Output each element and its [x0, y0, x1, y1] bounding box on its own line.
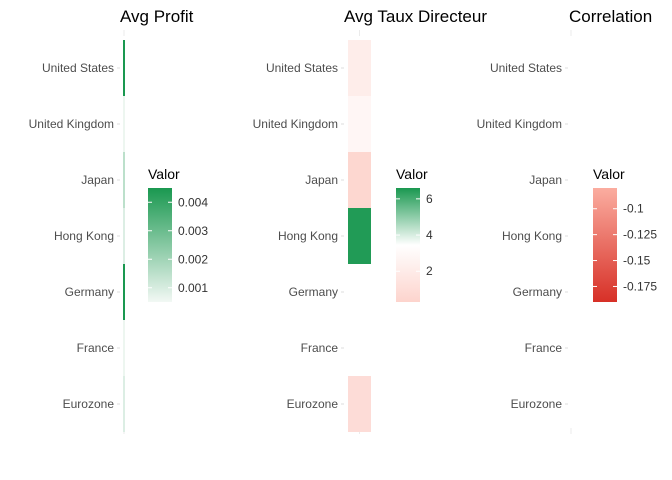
legend-title-2: Valor: [396, 166, 428, 182]
legend-title-3: Valor: [593, 166, 625, 182]
panel-title-2: Avg Taux Directeur: [344, 7, 487, 26]
y-tick-label: France: [301, 341, 339, 355]
heat-tile: [123, 152, 125, 208]
legend-tick-label: 0.003: [178, 224, 208, 238]
y-tick-label: France: [525, 341, 563, 355]
legend-tick-label: 4: [426, 228, 433, 242]
legend-tick-label: -0.15: [623, 254, 651, 268]
heat-tile: [123, 320, 125, 376]
heat-tile: [348, 152, 371, 208]
legend-tick-label: 2: [426, 264, 433, 278]
legend-tick-label: 6: [426, 192, 433, 206]
y-tick-label: Eurozone: [287, 397, 339, 411]
heat-tile: [348, 208, 371, 264]
legend-tick-label: -0.175: [623, 279, 657, 293]
y-tick-label: United States: [266, 61, 338, 75]
legend-colorbar-3: [593, 188, 617, 302]
y-tick-label: Germany: [65, 285, 114, 299]
heat-tile: [123, 208, 125, 264]
y-tick-label: United States: [42, 61, 114, 75]
y-tick-label: Eurozone: [63, 397, 115, 411]
y-tick-label: Japan: [81, 173, 114, 187]
legend-title-1: Valor: [148, 166, 180, 182]
panel-title-3: Correlation: [569, 7, 652, 26]
legend-colorbar-2: [396, 188, 420, 302]
heat-tile: [123, 40, 125, 96]
y-tick-label: Hong Kong: [278, 229, 338, 243]
panel-title-1: Avg Profit: [120, 7, 194, 26]
heat-tile: [123, 96, 125, 152]
legend-tick-label: 0.001: [178, 281, 208, 295]
y-tick-label: Japan: [305, 173, 338, 187]
y-tick-label: United Kingdom: [253, 117, 338, 131]
heat-tile: [123, 264, 125, 320]
y-tick-label: United Kingdom: [477, 117, 562, 131]
legend-tick-label: 0.004: [178, 195, 208, 209]
legend-tick-label: 0.002: [178, 252, 208, 266]
y-tick-label: Germany: [513, 285, 562, 299]
y-tick-label: Germany: [289, 285, 338, 299]
y-tick-label: United Kingdom: [29, 117, 114, 131]
heat-tile: [348, 96, 371, 152]
legend-tick-label: -0.1: [623, 202, 644, 216]
y-tick-label: Japan: [529, 173, 562, 187]
y-tick-label: United States: [490, 61, 562, 75]
heat-tile: [348, 376, 371, 432]
y-tick-label: Eurozone: [511, 397, 563, 411]
heat-tile: [348, 40, 371, 96]
legend-colorbar-1: [148, 188, 172, 302]
y-tick-label: Hong Kong: [54, 229, 114, 243]
y-tick-label: Hong Kong: [502, 229, 562, 243]
legend-tick-label: -0.125: [623, 228, 657, 242]
heat-tile: [123, 376, 125, 432]
y-tick-label: France: [77, 341, 115, 355]
